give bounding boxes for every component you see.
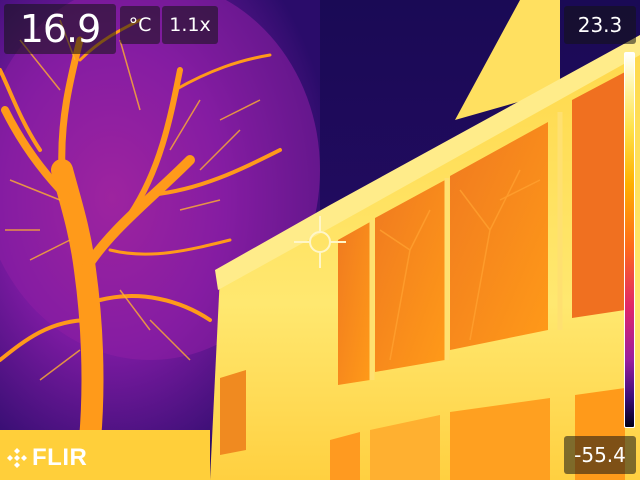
color-scale-bar (624, 52, 635, 428)
zoom-level[interactable]: 1.1x (162, 6, 218, 44)
scale-max-value[interactable]: 23.3 (564, 6, 636, 44)
temperature-unit[interactable]: °C (120, 6, 160, 44)
scale-min-value[interactable]: -55.4 (564, 436, 636, 474)
flir-logo-text: FLIR (32, 444, 88, 471)
spot-temperature-value: 16.9 (19, 7, 102, 51)
tree (0, 18, 282, 451)
crosshair-icon (294, 216, 346, 268)
flir-diamond-icon (7, 448, 27, 468)
spot-temperature-readout: 16.9 (4, 4, 116, 54)
flir-logo: FLIR (6, 444, 87, 472)
